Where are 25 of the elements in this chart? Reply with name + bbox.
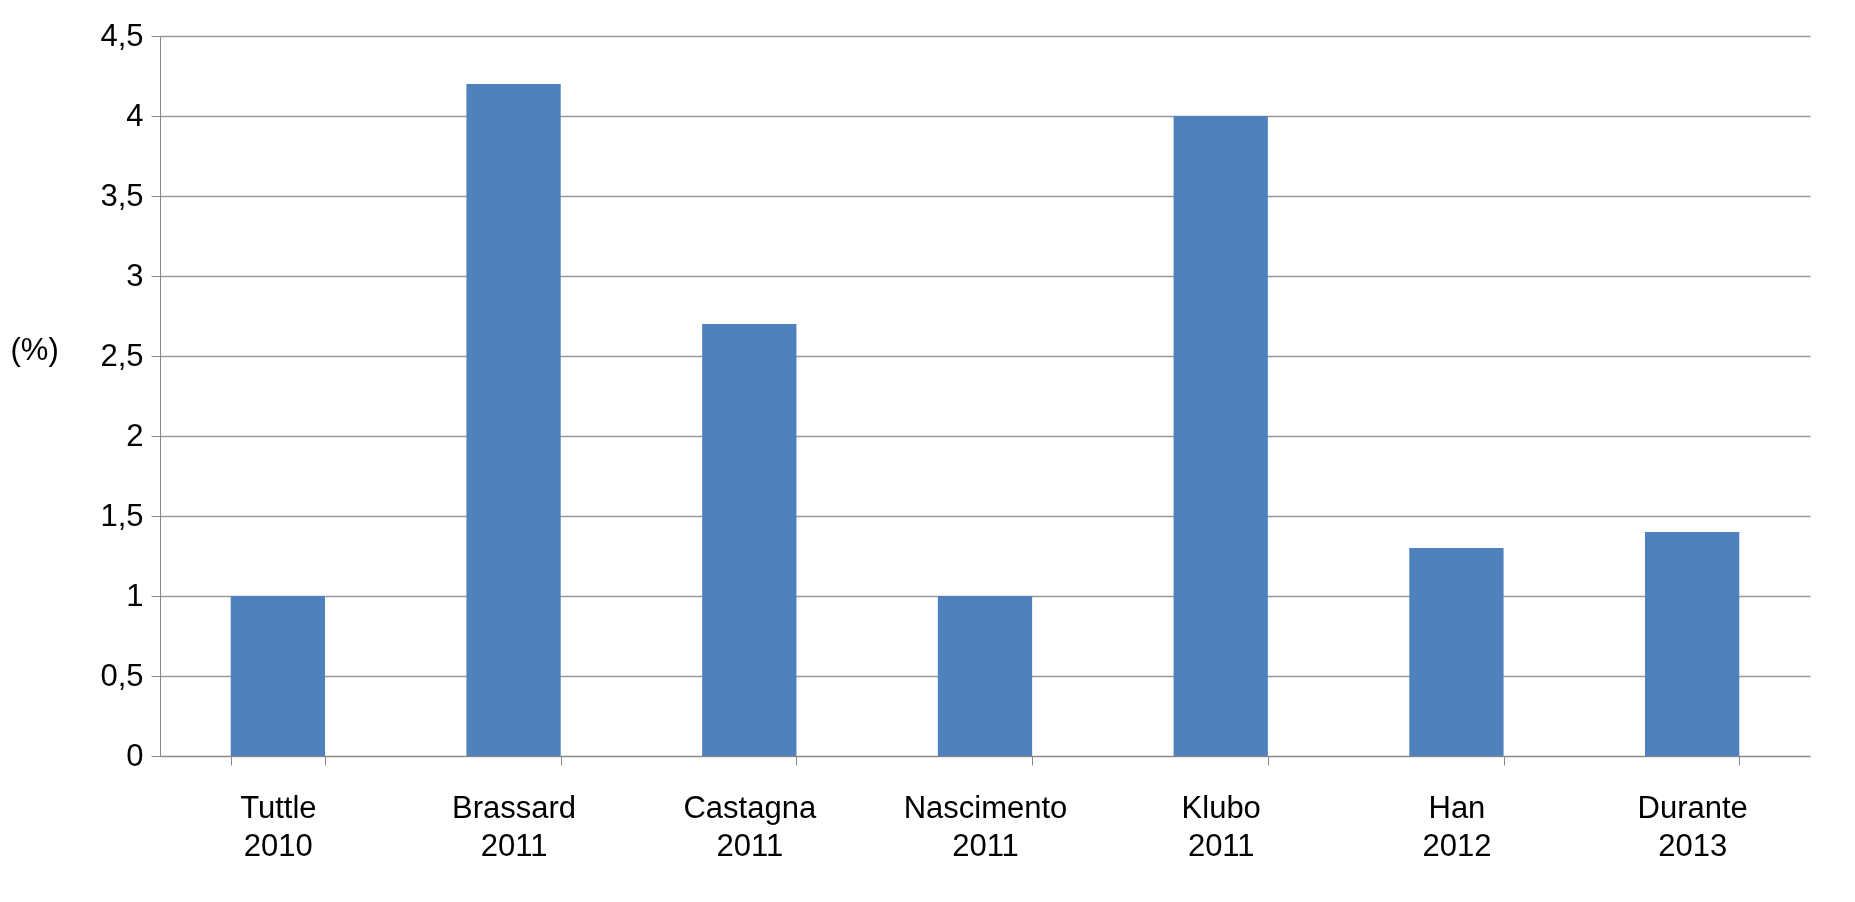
y-tick-label: 2 xyxy=(126,417,144,453)
x-tick-label: Durante 2013 xyxy=(1637,789,1748,863)
bar xyxy=(702,324,797,756)
y-tick-label: 3,5 xyxy=(100,177,144,213)
x-tick-label: Nascimento 2011 xyxy=(903,789,1068,863)
y-tick-label: 1 xyxy=(126,577,144,613)
y-tick-label: 2,5 xyxy=(100,337,144,373)
x-tick-label: Klubo 2011 xyxy=(1181,789,1261,863)
y-tick-label: 4 xyxy=(126,97,144,133)
bar xyxy=(1645,532,1740,756)
y-tick-label: 0 xyxy=(126,737,144,773)
x-tick-label: Han 2012 xyxy=(1422,789,1492,863)
x-tick-label: Tuttle 2010 xyxy=(240,789,317,863)
y-axis-title: (%) xyxy=(10,331,59,367)
bar xyxy=(937,596,1033,756)
bar xyxy=(466,84,561,756)
x-tick-label: Castagna 2011 xyxy=(683,789,817,863)
bar xyxy=(230,596,325,756)
y-tick-label: 3 xyxy=(126,257,144,293)
y-tick-label: 4,5 xyxy=(100,17,144,53)
y-tick-label: 1,5 xyxy=(100,497,144,533)
bar xyxy=(1173,116,1268,756)
y-tick-label: 0,5 xyxy=(100,657,144,693)
bar xyxy=(1409,548,1504,756)
x-tick-label: Brassard 2011 xyxy=(452,789,577,863)
